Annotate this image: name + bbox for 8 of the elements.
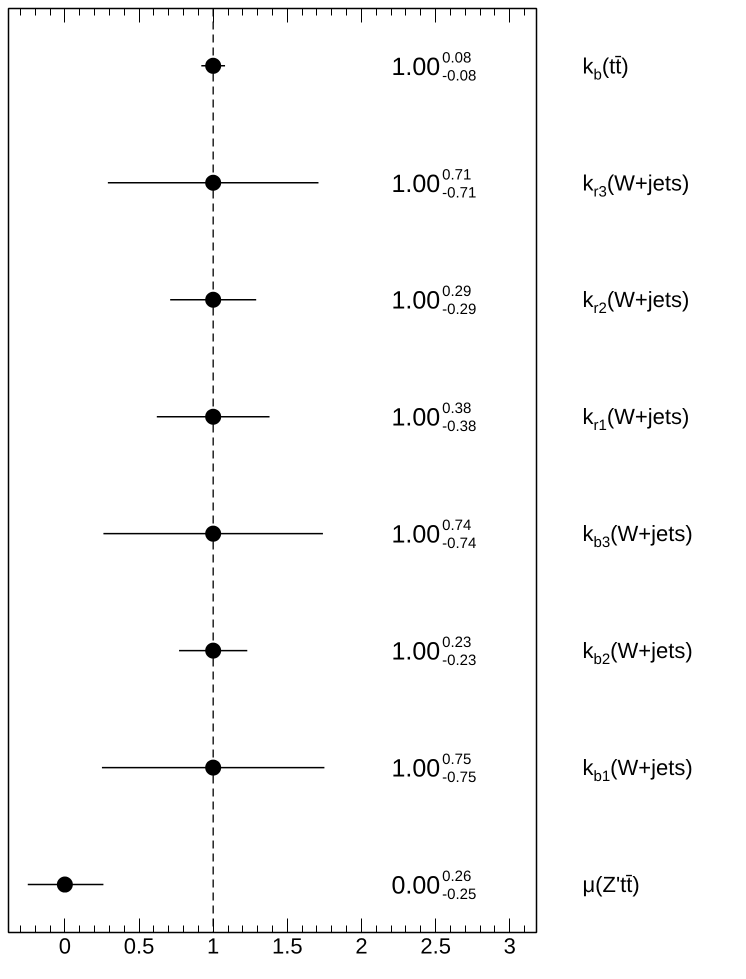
x-tick-label: 2.5 xyxy=(420,934,451,958)
y-tick-label: μ(Z'tt̄) xyxy=(582,872,640,898)
x-tick-label: 0.5 xyxy=(124,934,154,958)
x-tick-label: 2 xyxy=(355,934,368,958)
x-tick-label: 1 xyxy=(207,934,220,958)
x-tick-label: 0 xyxy=(58,934,71,958)
x-tick-label: 1.5 xyxy=(272,934,303,958)
x-tick-label: 3 xyxy=(504,934,516,958)
